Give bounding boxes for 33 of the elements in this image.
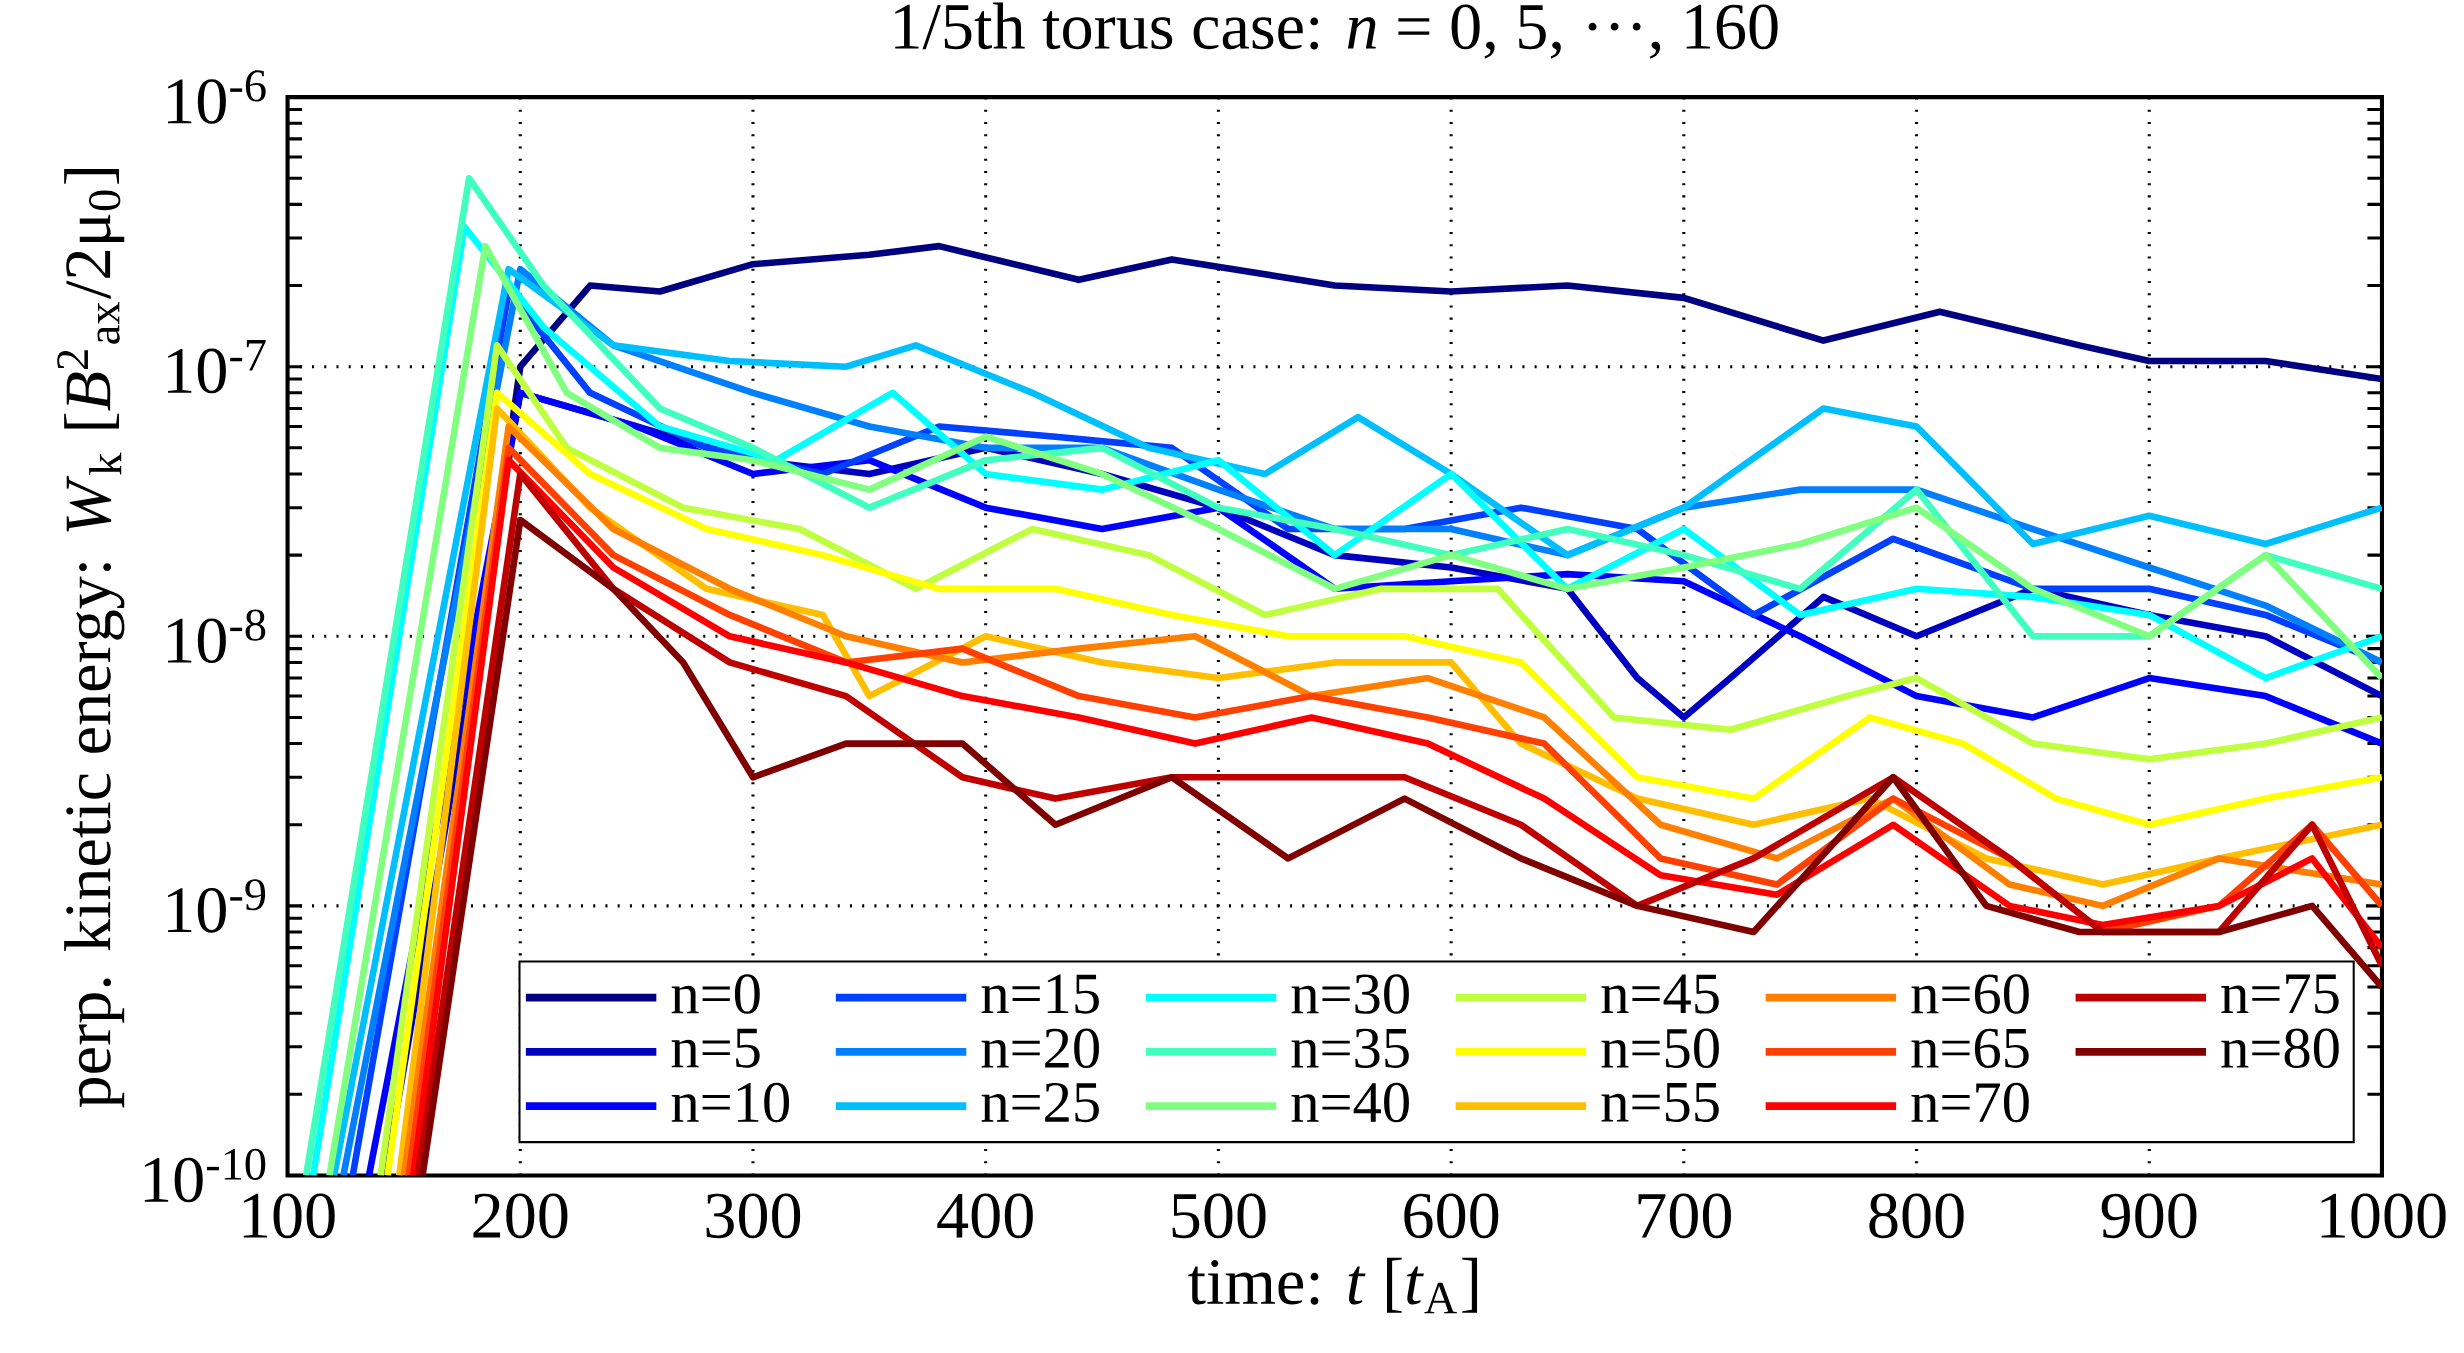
x-tick-label: 900 [2101,1193,2197,1239]
y-tick-label: 10$^{-9}$ [168,879,266,933]
legend-label: n=10 [671,1082,790,1123]
text: perp. kinetic energy: W$_{k}$ [B$^{2}$$_{ax}$/2μ$_{0}$] [57,169,125,1108]
legend-label: n=65 [1911,1028,2029,1068]
chart-title: 1/5th torus case: n = 0, 5, ···, 160 [895,2,1778,59]
y-tick-label: 10$^{-7}$ [168,340,266,394]
x-tick-label: 500 [1172,1193,1266,1239]
x-tick-label: 300 [706,1193,801,1239]
legend-label: n=60 [1911,974,2029,1014]
legend-label: n=75 [2221,974,2339,1014]
legend-label: n=40 [1291,1082,1409,1123]
legend-label: n=45 [1601,974,1719,1014]
legend-label: n=55 [1601,1083,1719,1122]
y-tick-label: 10$^{-6}$ [168,70,266,124]
legend-label: n=80 [2221,1028,2339,1069]
x-tick-label: 700 [1638,1193,1731,1239]
legend-label: n=25 [981,1082,1099,1123]
x-axis-title: time: t [t$_{A}$] [1188,1257,1478,1314]
x-tick-label: 600 [1404,1193,1499,1239]
legend-label: n=30 [1291,974,1409,1014]
x-tick-label: 200 [473,1193,568,1239]
x-tick-label: 400 [937,1193,1033,1239]
y-tick-label: 10$^{-8}$ [168,609,266,664]
x-tick-label: 1000 [2321,1193,2446,1239]
legend-label: n=15 [981,974,1099,1014]
legend-label: n=50 [1601,1028,1719,1069]
legend-label: n=5 [671,1028,760,1068]
x-tick-label: 800 [1869,1193,1964,1239]
legend-label: n=0 [671,974,760,1014]
legend-label: n=35 [1291,1028,1409,1068]
legend-label: n=70 [1911,1082,2029,1123]
legend-label: n=20 [981,1028,1099,1069]
